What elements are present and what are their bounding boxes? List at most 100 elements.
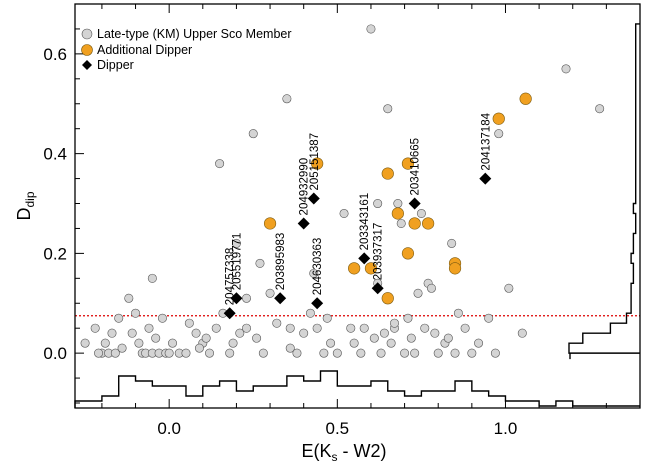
member-point (191, 328, 201, 338)
additional-dipper-points (263, 92, 532, 305)
member-point (272, 318, 282, 328)
member-point (255, 258, 265, 268)
dipper-point (230, 292, 243, 305)
x-tick-label: 1.0 (494, 419, 518, 438)
member-point (305, 308, 315, 318)
member-point (467, 348, 477, 358)
member-point (252, 333, 262, 343)
member-point (356, 348, 366, 358)
member-point (80, 338, 90, 348)
dipper-label: 203410665 (410, 138, 422, 196)
y-histogram (568, 23, 640, 360)
member-point (339, 208, 349, 218)
legend-marker-dipper (82, 60, 92, 70)
member-point (494, 129, 504, 139)
member-point (474, 338, 484, 348)
member-point (561, 64, 571, 74)
legend-marker-member (81, 28, 93, 40)
member-point (147, 273, 157, 283)
member-point (292, 348, 302, 358)
member-point (164, 348, 174, 358)
legend-label-additional: Additional Dipper (97, 43, 192, 57)
dipper-label: 204630363 (312, 238, 324, 296)
y-tick-label: 0.6 (43, 45, 67, 64)
member-point (386, 338, 396, 348)
dipper-point (274, 292, 287, 305)
legend: Late-type (KM) Upper Sco Member Addition… (81, 27, 292, 72)
member-point (517, 328, 527, 338)
member-point (124, 293, 134, 303)
y-axis-title: Ddip (14, 191, 37, 220)
y-tick-label: 0.0 (43, 344, 67, 363)
additional-dipper-point (401, 157, 415, 170)
member-point (490, 348, 500, 358)
member-point (504, 283, 514, 293)
member-point (181, 348, 191, 358)
member-point (484, 313, 494, 323)
member-point (393, 199, 403, 209)
member-point (389, 318, 399, 328)
y-tick-label: 0.2 (43, 244, 67, 263)
member-point (134, 338, 144, 348)
member-point (242, 323, 252, 333)
member-point (433, 348, 443, 358)
member-point (366, 24, 376, 34)
dipper-point (371, 282, 384, 295)
member-point (322, 313, 332, 323)
member-point (205, 348, 215, 358)
member-point (144, 323, 154, 333)
member-point (168, 338, 178, 348)
member-point (151, 333, 161, 343)
member-point (194, 343, 204, 353)
additional-dipper-point (381, 292, 394, 305)
dipper-label: 203895983 (275, 233, 287, 291)
legend-marker-additional (81, 44, 93, 56)
member-point (379, 328, 389, 338)
member-point (447, 238, 457, 248)
member-point (453, 308, 463, 318)
member-point (131, 308, 141, 318)
legend-label-dipper: Dipper (97, 58, 134, 72)
member-point (248, 129, 258, 139)
x-histogram (74, 370, 640, 408)
y-histogram-line (568, 23, 640, 354)
dipper-label: 204757338 (225, 248, 237, 306)
dipper-label: 203343161 (359, 193, 371, 251)
additional-dipper-point (381, 167, 394, 180)
member-point (110, 348, 120, 358)
member-point (326, 338, 336, 348)
member-point (406, 333, 416, 343)
member-point (228, 338, 238, 348)
member-point (450, 348, 460, 358)
additional-dipper-point (263, 217, 277, 230)
member-point (359, 323, 369, 333)
x-tick-label: 0.5 (326, 419, 350, 438)
member-point (413, 288, 423, 298)
member-point (127, 328, 137, 338)
member-point (265, 288, 275, 298)
member-point (410, 348, 420, 358)
x-axis-title: E(Ks - W2) (301, 441, 386, 463)
member-point (100, 338, 110, 348)
dipper-point (307, 192, 320, 205)
dipper-points (223, 172, 492, 320)
additional-dipper-point (364, 262, 378, 275)
member-point (332, 348, 342, 358)
member-point (319, 348, 329, 358)
plot-frame (74, 3, 641, 409)
additional-dipper-point (448, 262, 462, 275)
member-point (383, 104, 393, 114)
member-point (420, 323, 430, 333)
member-point (426, 283, 436, 293)
x-axis-ticks: 0.0 0.5 1.0 (101, 4, 641, 438)
member-point (157, 313, 167, 323)
member-point (114, 313, 124, 323)
member-point (225, 348, 235, 358)
member-point (184, 318, 194, 328)
x-histogram-line (74, 370, 640, 408)
additional-dipper-point (422, 217, 435, 230)
additional-dipper-point (391, 207, 404, 220)
member-point (349, 338, 359, 348)
dipper-label: 203937317 (373, 223, 385, 281)
member-point (285, 343, 295, 353)
